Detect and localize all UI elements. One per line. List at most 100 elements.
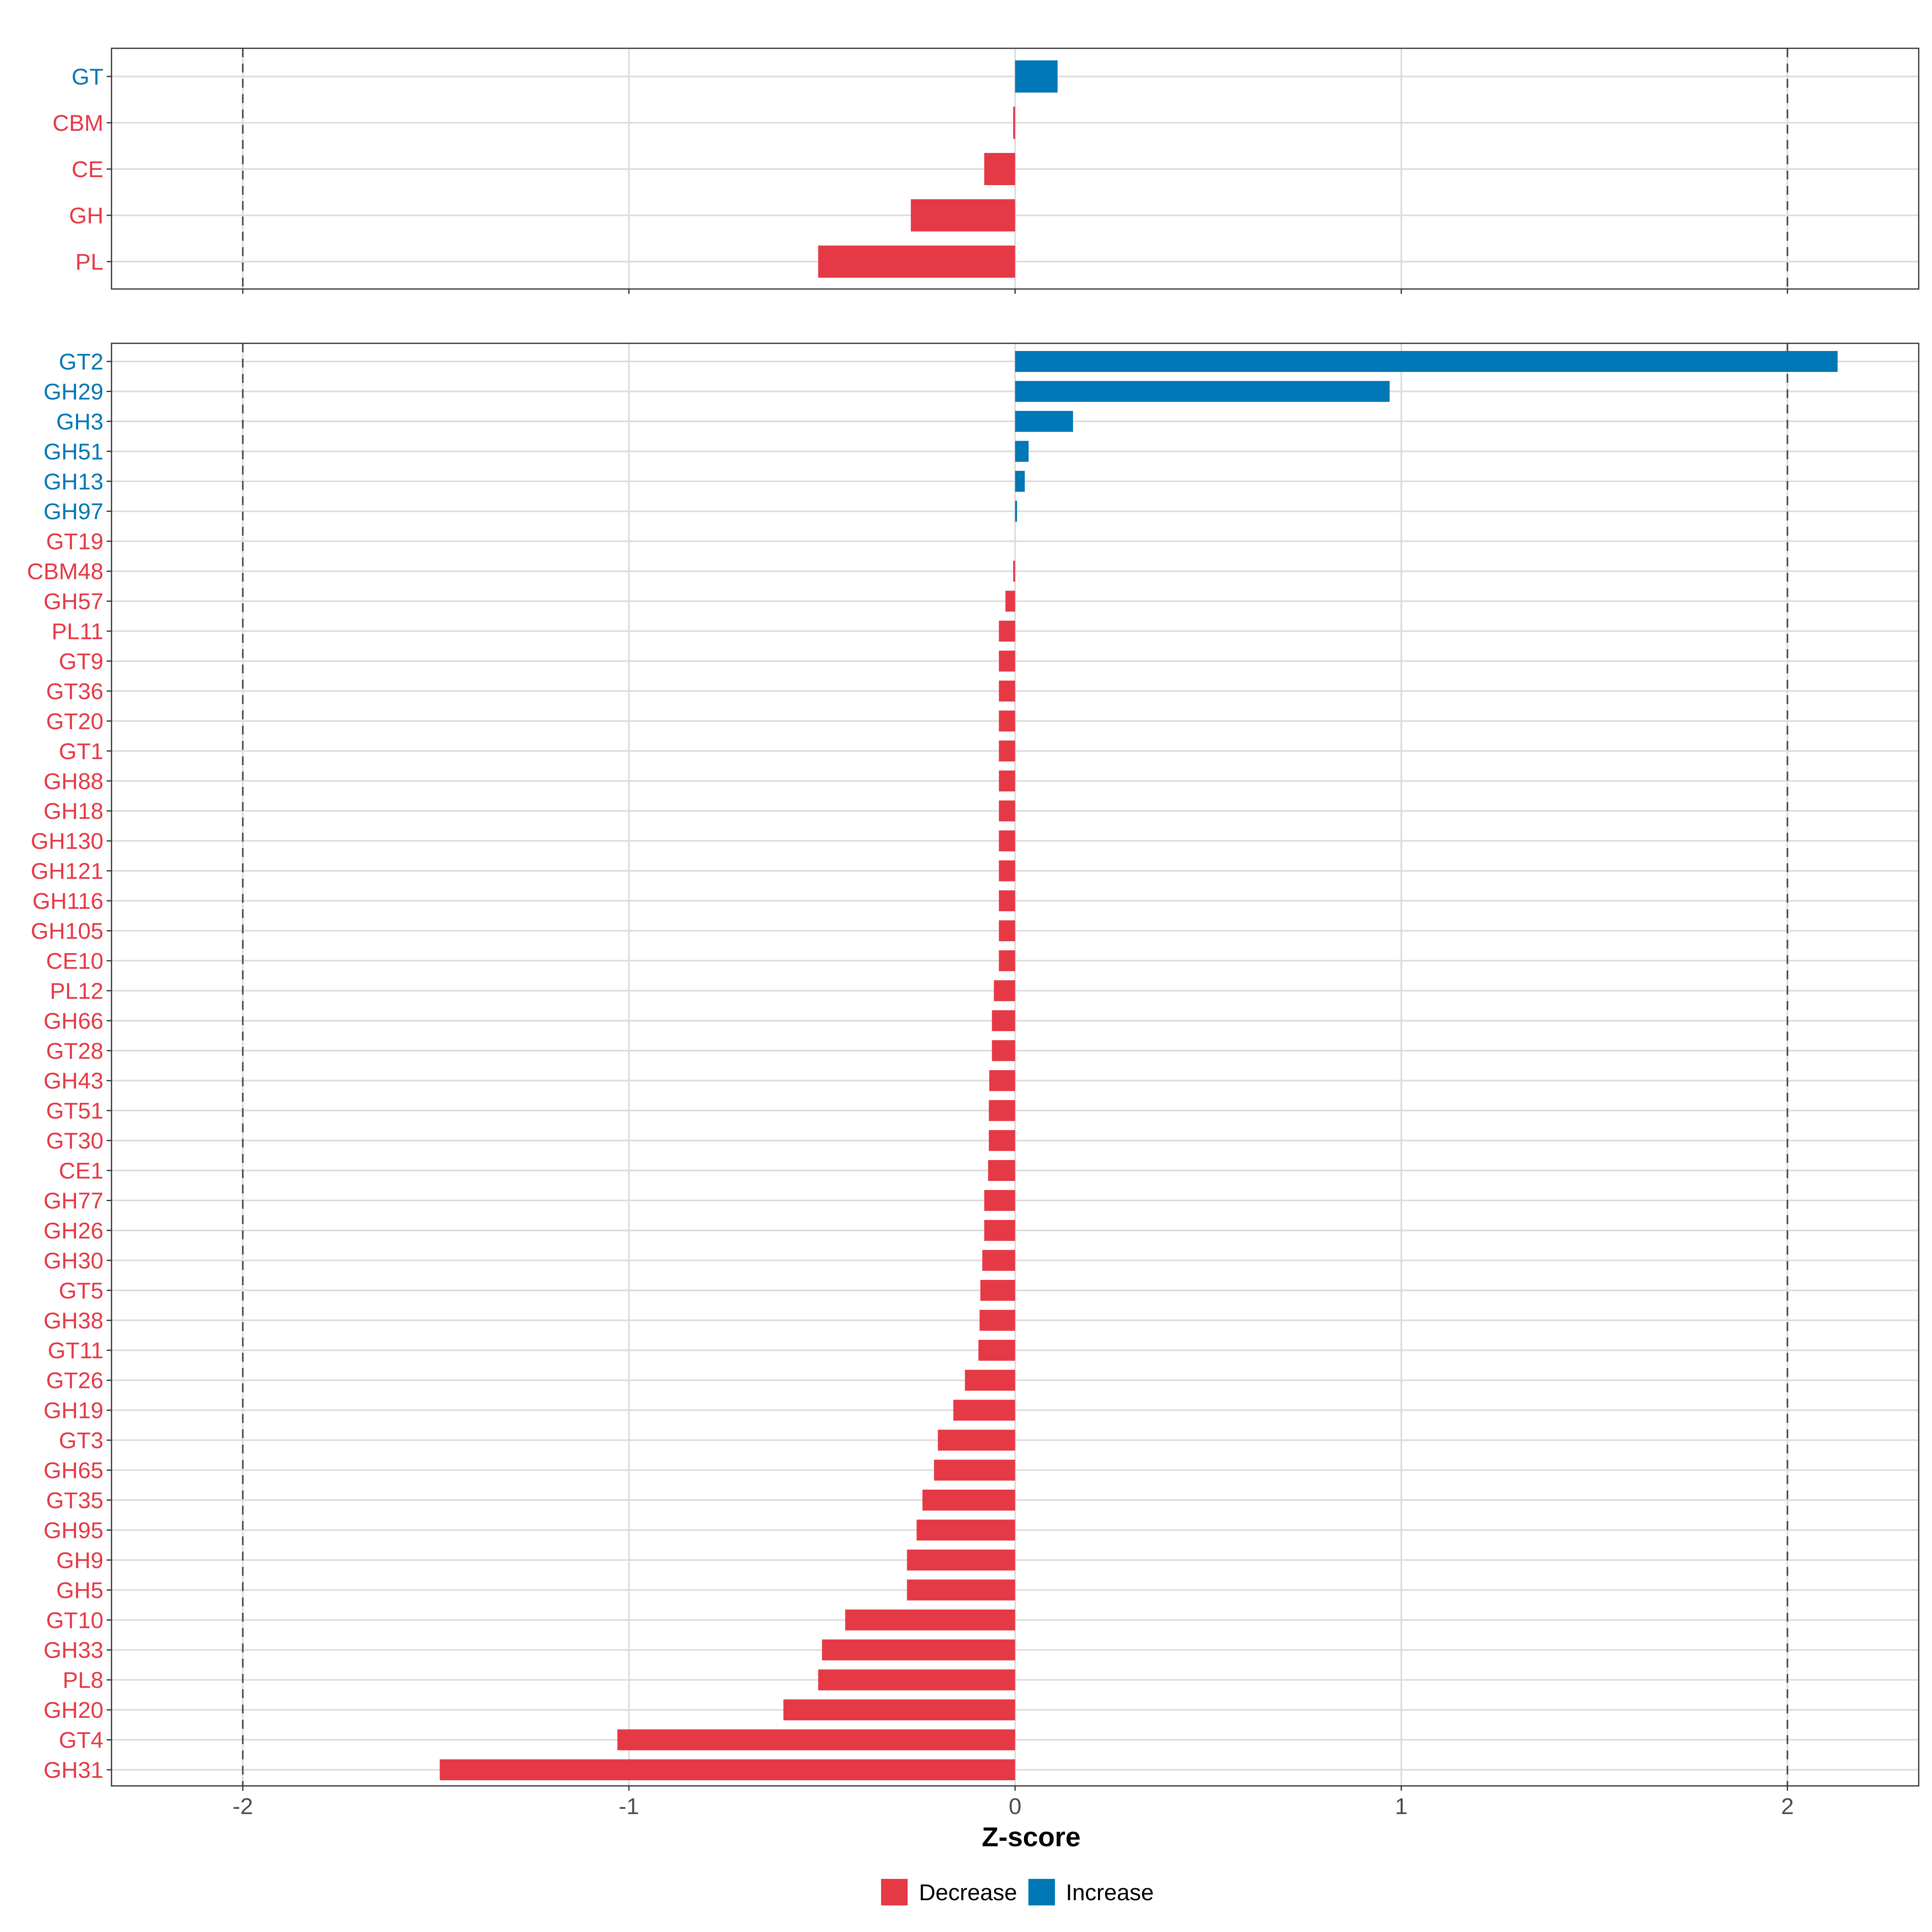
category-label-gh57: GH57 [43,589,103,615]
bar-pl11 [999,621,1015,642]
bar-gt35 [922,1489,1015,1511]
category-label-gt51: GT51 [46,1098,103,1124]
category-label-pl11: PL11 [52,619,103,644]
category-label-gt3: GT3 [59,1428,103,1453]
category-label-gt26: GT26 [46,1368,103,1393]
legend-swatch-increase [1028,1879,1055,1905]
category-label-gt4: GT4 [59,1728,103,1753]
category-label-gt10: GT10 [46,1608,103,1633]
bar-gh121 [999,860,1015,881]
bar-gh66 [992,1010,1015,1031]
bar-gh95 [916,1519,1015,1541]
bar-gh20 [783,1699,1015,1721]
bar-gh30 [982,1250,1015,1271]
category-label-gt30: GT30 [46,1128,103,1154]
top-panel: GT CBM CE GH PL [52,47,1920,294]
bar-gh19 [953,1399,1015,1421]
bar-gh51 [1015,441,1029,462]
category-label-gh31: GH31 [43,1757,103,1783]
category-label-ce10: CE10 [46,948,103,974]
x-tick-label: 0 [1009,1794,1022,1819]
category-label-gh121: GH121 [31,859,103,884]
category-label-gt5: GT5 [59,1278,103,1304]
category-label-gh130: GH130 [31,828,103,854]
bar-gt1 [999,740,1015,762]
category-label-gt35: GT35 [46,1488,103,1513]
category-label-pl8: PL8 [63,1668,103,1693]
bar-gt10 [845,1609,1015,1631]
bar-gt20 [999,710,1015,732]
bar-gh33 [822,1639,1015,1661]
bar-gh13 [1015,471,1025,492]
bar-gt9 [999,650,1015,672]
bar-ce10 [999,950,1015,971]
category-label-gh77: GH77 [43,1188,103,1214]
legend-label-decrease: Decrease [919,1880,1017,1905]
x-tick-label: -2 [233,1794,253,1819]
category-label-gh: GH [69,203,104,229]
category-label-gt19: GT19 [46,529,103,555]
category-label-gh33: GH33 [43,1637,103,1663]
bar-cbm48 [1013,561,1015,582]
x-axis-title: Z-score [982,1822,1081,1852]
category-label-cbm: CBM [52,110,103,136]
category-label-gh3: GH3 [56,409,103,435]
bar-gh [910,199,1015,231]
bar-gt3 [938,1430,1015,1451]
bar-pl8 [818,1669,1015,1690]
category-label-ce1: CE1 [59,1158,103,1184]
bar-gh88 [999,770,1015,792]
bar-gh105 [999,920,1015,941]
category-label-gh88: GH88 [43,768,103,794]
category-label-pl12: PL12 [50,978,103,1004]
bar-gt30 [989,1130,1015,1151]
bar-gh3 [1015,411,1073,432]
bar-gt11 [978,1340,1015,1361]
category-label-gh29: GH29 [43,379,103,405]
bar-gh26 [984,1220,1015,1241]
bar-gt4 [617,1729,1015,1750]
bar-gh97 [1015,501,1017,522]
bar-gt36 [999,680,1015,702]
category-label-gt20: GT20 [46,708,103,734]
category-label-gh95: GH95 [43,1517,103,1543]
category-label-gh9: GH9 [56,1548,103,1573]
category-label-gh30: GH30 [43,1248,103,1274]
category-label-gt1: GT1 [59,739,103,764]
x-axis: -2 -1 0 1 2 [233,1794,1794,1819]
category-label-gh66: GH66 [43,1008,103,1034]
legend: Decrease Increase [881,1879,1154,1905]
category-label-gh18: GH18 [43,799,103,824]
category-label-gh65: GH65 [43,1458,103,1484]
legend-label-increase: Increase [1066,1880,1154,1905]
category-label-gt28: GT28 [46,1038,103,1064]
category-label-cbm48: CBM48 [27,559,103,584]
bar-gh31 [440,1759,1015,1780]
category-label-gt2: GT2 [59,349,103,375]
bar-gh38 [979,1310,1015,1331]
bar-gh9 [907,1549,1015,1571]
category-label-gt11: GT11 [48,1338,103,1364]
bar-gh29 [1015,381,1390,402]
bar-gt5 [980,1280,1015,1301]
category-label-pl: PL [75,249,103,275]
bar-gh43 [989,1070,1015,1091]
category-label-gh97: GH97 [43,499,103,524]
bar-gt2 [1015,351,1838,372]
category-label-gh26: GH26 [43,1218,103,1244]
legend-swatch-decrease [881,1879,908,1905]
category-label-ce: CE [72,157,103,182]
x-tick-label: -1 [619,1794,639,1819]
bottom-panel: GT2 GH29 GH3 GH51 GH13 GH97 GT19 CBM48 GH57 PL11 G… [27,343,1920,1791]
category-label-gh105: GH105 [31,918,103,944]
bar-pl [818,246,1015,278]
bar-ce [984,153,1015,185]
category-label-gt: GT [72,64,103,90]
panel-border [111,343,1920,1787]
bar-gh116 [999,890,1015,912]
bar-gh18 [999,800,1015,822]
category-label-gh38: GH38 [43,1308,103,1333]
category-label-gh20: GH20 [43,1697,103,1723]
x-tick-label: 1 [1395,1794,1408,1819]
